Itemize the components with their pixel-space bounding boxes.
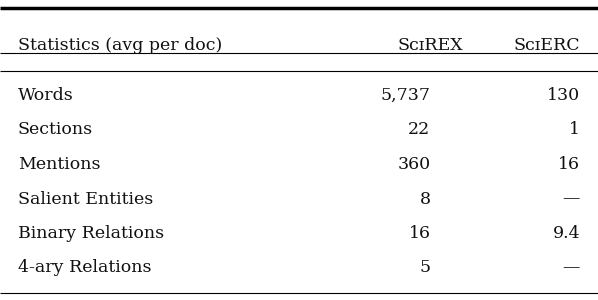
Text: Statistics (avg per doc): Statistics (avg per doc) [18,38,222,55]
Text: 4-ary Relations: 4-ary Relations [18,260,151,277]
Text: 16: 16 [558,156,580,173]
Text: —: — [563,190,580,208]
Text: 130: 130 [547,87,580,104]
Text: 16: 16 [408,225,431,242]
Text: Sections: Sections [18,122,93,139]
Text: Mentions: Mentions [18,156,100,173]
Text: 22: 22 [408,122,431,139]
Text: —: — [563,260,580,277]
Text: Words: Words [18,87,74,104]
Text: Salient Entities: Salient Entities [18,190,153,208]
Text: Binary Relations: Binary Relations [18,225,164,242]
Text: 360: 360 [398,156,431,173]
Text: 9.4: 9.4 [553,225,580,242]
Text: SᴄɪREX: SᴄɪREX [398,38,463,55]
Text: 5,737: 5,737 [380,87,431,104]
Text: SᴄɪERC: SᴄɪERC [514,38,580,55]
Text: 8: 8 [420,190,431,208]
Text: 5: 5 [419,260,431,277]
Text: 1: 1 [569,122,580,139]
